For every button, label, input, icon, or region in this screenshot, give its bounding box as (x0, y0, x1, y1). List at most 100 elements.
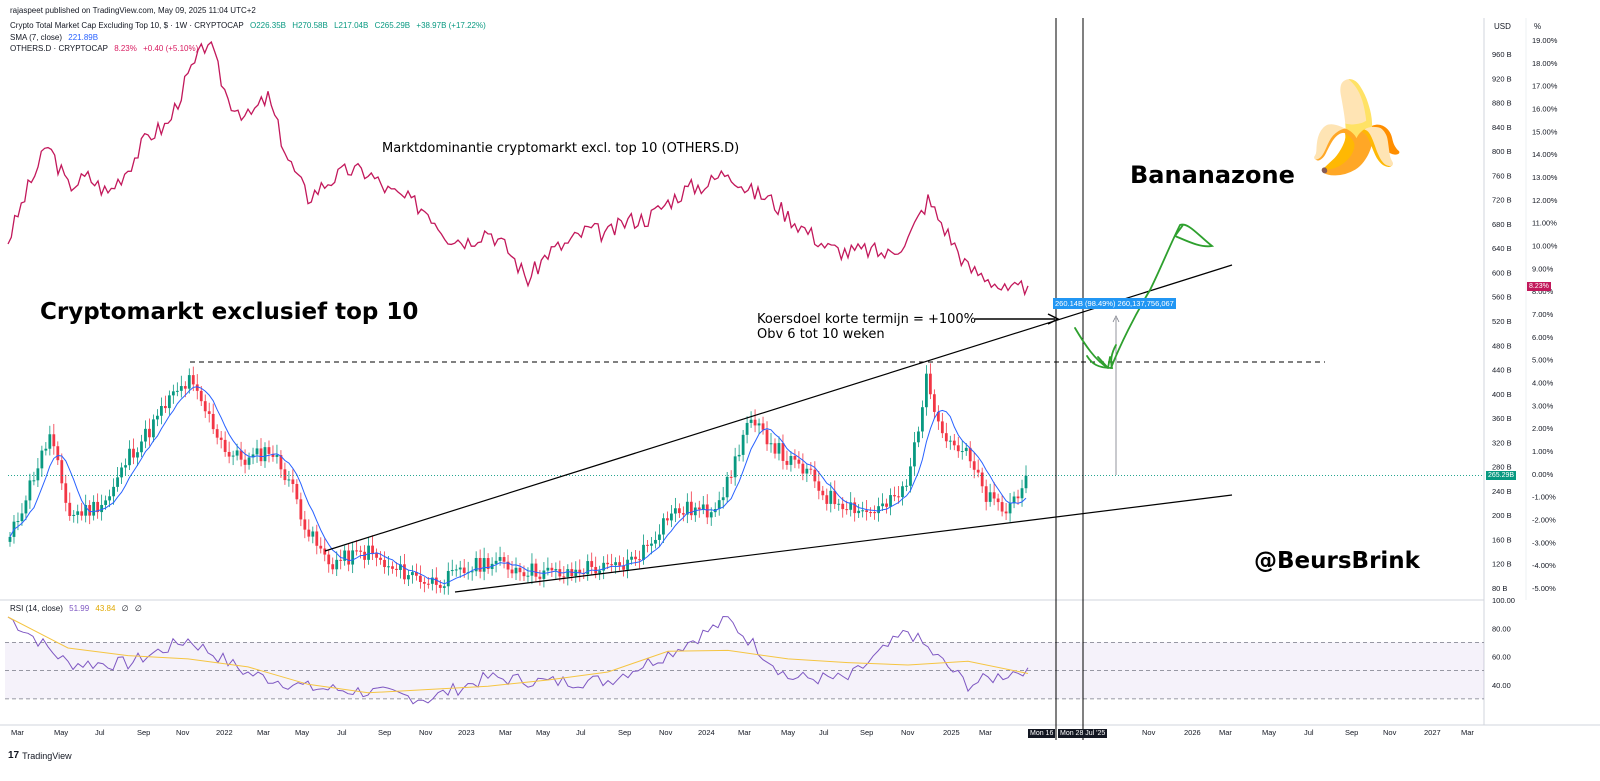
candle-body (562, 576, 566, 578)
price-tick-label: 200 B (1492, 511, 1512, 520)
chart-annotation-title[interactable]: Cryptomarkt exclusief top 10 (40, 299, 419, 325)
candle-body (881, 503, 884, 507)
time-tick-label: Jul (337, 728, 347, 737)
candle-body (789, 455, 793, 465)
price-tick-label: 480 B (1492, 341, 1512, 350)
candle-body (136, 452, 139, 458)
bananazone-label[interactable]: Bananazone (1130, 161, 1295, 189)
candle-body (901, 486, 904, 498)
candle-body (331, 564, 335, 570)
candle-body (741, 434, 745, 455)
candle-body (379, 557, 382, 560)
candle-body (52, 434, 56, 447)
candle-body (809, 468, 813, 470)
candle-body (877, 506, 880, 514)
tradingview-logo[interactable]: 17 TradingView (8, 750, 72, 761)
candle-body (454, 569, 458, 571)
time-tick-label: May (54, 728, 68, 737)
candle-body (785, 460, 789, 465)
handle-label[interactable]: @BeursBrink (1254, 548, 1420, 574)
axes: 960 B 920 B 880 B 840 B 800 B 760 B 720 B 680 B… (11, 36, 1558, 737)
candle-body (215, 429, 219, 438)
green-scribble-bottom (1086, 344, 1117, 369)
sma-legend[interactable]: SMA (7, close) 221.89B (10, 33, 102, 42)
candle-body (112, 486, 115, 497)
rsi-tick-label: 60.00 (1492, 653, 1511, 662)
pct-tick-label: 2.00% (1532, 424, 1554, 433)
candle-body (343, 550, 347, 561)
target-arrow-head (1047, 313, 1060, 325)
candle-body (897, 496, 900, 498)
candle-body (777, 443, 781, 454)
candle-body (32, 480, 36, 482)
time-tick-label: Mar (257, 728, 270, 737)
percent-scale-button[interactable]: % (1534, 22, 1542, 31)
candle-body (976, 469, 980, 473)
brand-name: TradingView (22, 750, 72, 761)
time-tick-label: 2024 (698, 728, 715, 737)
candle-body (960, 451, 964, 453)
others-legend[interactable]: OTHERS.D · CRYPTOCAP 8.23% +0.40 (+5.10%… (10, 44, 202, 53)
candle-body (502, 557, 506, 562)
ohlc-high: H270.58B (292, 21, 328, 30)
dominance-line (7, 40, 1029, 297)
candle-body (542, 570, 546, 579)
pct-tick-label: 13.00% (1532, 173, 1558, 182)
candle-body (861, 510, 865, 512)
pct-tick-label: 18.00% (1532, 59, 1558, 68)
currency-button[interactable]: USD (1494, 22, 1511, 31)
candle-body (658, 534, 661, 540)
pct-tick-label: 19.00% (1532, 36, 1558, 45)
rsi-legend[interactable]: RSI (14, close) 51.99 43.84 ∅ ∅ (10, 604, 146, 613)
candle-body (88, 505, 92, 516)
candle-body (323, 548, 327, 555)
price-tick-label: 440 B (1492, 366, 1512, 375)
candle-body (745, 422, 749, 435)
pct-tick-label: 10.00% (1532, 242, 1558, 251)
candle-body (510, 569, 514, 574)
price-tick-label: 280 B (1492, 463, 1512, 472)
time-tick-label: Mar (499, 728, 512, 737)
candle-body (681, 513, 685, 515)
candle-body (913, 442, 916, 467)
target-line-2: Obv 6 tot 10 weken (757, 327, 885, 342)
symbol-legend[interactable]: Crypto Total Market Cap Excluding Top 10… (10, 21, 490, 30)
pct-tick-label: 1.00% (1532, 447, 1554, 456)
candle-body (291, 479, 295, 484)
candle-body (267, 447, 271, 454)
candle-body (40, 450, 44, 469)
time-tick-label: Mar (1219, 728, 1232, 737)
price-tick-label: 760 B (1492, 171, 1512, 180)
candle-body (566, 569, 570, 577)
time-tick-label: Jul (576, 728, 586, 737)
measure-label[interactable]: 260.14B (98.49%) 260,137,756,067 (1053, 298, 1176, 309)
candle-body (347, 550, 351, 565)
candle-body (474, 557, 478, 572)
candle-body (773, 443, 777, 454)
candle-body (167, 395, 171, 409)
candle-body (486, 558, 490, 569)
pct-tick-label: 3.00% (1532, 401, 1554, 410)
price-tick-label: 320 B (1492, 438, 1512, 447)
target-annotation[interactable]: Koersdoel korte termijn = +100% Obv 6 to… (757, 312, 976, 342)
upper-trendline (324, 264, 1233, 552)
candle-body (247, 457, 251, 465)
lower-trendline (454, 494, 1233, 593)
candle-body (195, 384, 199, 391)
candle-body (148, 428, 151, 438)
candle-body (383, 559, 386, 568)
candle-body (28, 480, 32, 501)
rsi-ma-line (7, 616, 1029, 694)
candle-body (701, 504, 705, 510)
candle-body (418, 575, 422, 583)
candle-body (630, 556, 633, 560)
pct-tick-label: 5.00% (1532, 356, 1554, 365)
published-line: rajaspeet published on TradingView.com, … (10, 6, 256, 15)
candle-body (450, 570, 454, 572)
candle-body (765, 429, 769, 445)
candle-body (92, 501, 96, 516)
pct-tick-label: 16.00% (1532, 105, 1558, 114)
dominance-annotation[interactable]: Marktdominantie cryptomarkt excl. top 10… (382, 141, 740, 156)
candle-body (223, 439, 227, 452)
